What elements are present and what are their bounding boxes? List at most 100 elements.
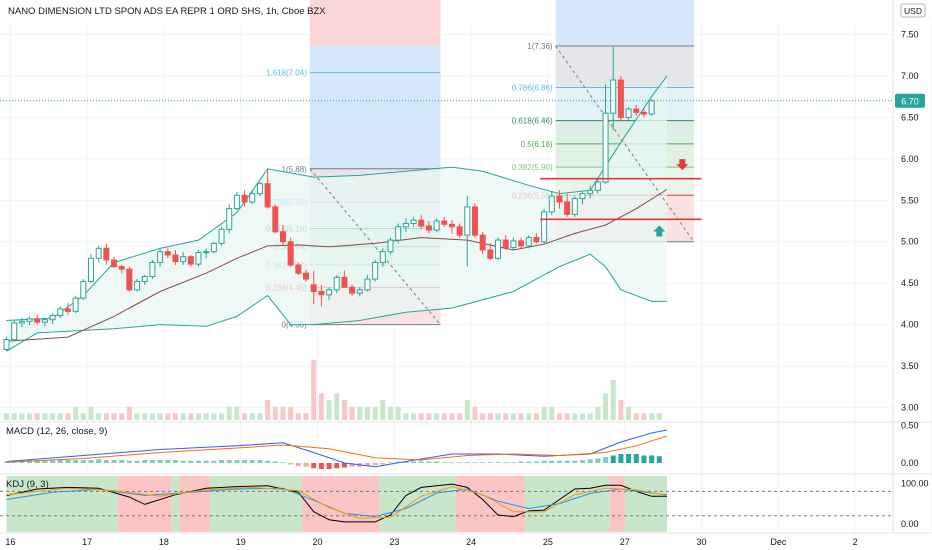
macd-histogram-bar bbox=[111, 460, 117, 463]
macd-histogram-bar bbox=[480, 462, 486, 464]
candle-body bbox=[471, 206, 478, 236]
volume-bar bbox=[65, 413, 71, 420]
volume-bar bbox=[134, 413, 140, 420]
candle-body bbox=[633, 108, 640, 113]
macd-histogram-bar bbox=[119, 460, 125, 463]
price-tick-label: 7.00 bbox=[901, 71, 919, 81]
volume-bar bbox=[518, 413, 524, 420]
volume-bar bbox=[326, 400, 332, 420]
candle-body bbox=[226, 208, 233, 230]
volume-bar bbox=[34, 413, 40, 420]
last-price-tag-label: 6.70 bbox=[901, 96, 919, 106]
time-tick-label: 23 bbox=[389, 537, 399, 547]
candle-body bbox=[579, 193, 586, 200]
macd-histogram-bar bbox=[626, 454, 632, 463]
volume-bar bbox=[526, 413, 532, 420]
macd-histogram-bar bbox=[595, 458, 601, 463]
time-tick-label: 16 bbox=[5, 537, 15, 547]
macd-signal-line bbox=[6, 435, 668, 463]
volume-bar bbox=[288, 406, 294, 420]
candle-body bbox=[26, 318, 33, 322]
macd-histogram-bar bbox=[418, 461, 424, 463]
macd-histogram-bar bbox=[134, 460, 140, 463]
macd-histogram-bar bbox=[541, 460, 547, 463]
volume-bar bbox=[341, 400, 347, 420]
kdj-region bbox=[624, 476, 667, 532]
volume-bar bbox=[27, 413, 33, 420]
candle-body bbox=[87, 257, 94, 283]
volume-bar bbox=[88, 406, 94, 420]
candle-body bbox=[564, 201, 571, 215]
fib-level-label: 0.618(6.46) bbox=[512, 117, 553, 126]
candle-body bbox=[11, 322, 18, 341]
macd-histogram-bar bbox=[503, 462, 509, 464]
candle-body bbox=[441, 220, 448, 225]
macd-tick-label: 0.00 bbox=[901, 458, 919, 468]
volume-bar bbox=[380, 400, 386, 420]
kdj-region bbox=[524, 476, 610, 532]
macd-histogram-bar bbox=[372, 463, 378, 466]
volume-bar bbox=[80, 413, 86, 420]
volume-bar bbox=[464, 400, 470, 420]
macd-histogram-bar bbox=[295, 463, 301, 466]
volume-bar bbox=[395, 406, 401, 420]
candle-body bbox=[95, 247, 102, 259]
macd-histogram-bar bbox=[572, 460, 578, 463]
candle-body bbox=[648, 100, 655, 115]
candle-body bbox=[610, 79, 617, 114]
dashed-trend-line bbox=[555, 45, 695, 243]
volume-bar bbox=[503, 413, 509, 420]
candle-body bbox=[149, 261, 156, 278]
candle-body bbox=[479, 234, 486, 251]
macd-histogram-bar bbox=[641, 455, 647, 463]
volume-bar bbox=[495, 413, 501, 420]
volume-bar bbox=[234, 406, 240, 420]
volume-bar bbox=[372, 406, 378, 420]
volume-bar bbox=[180, 413, 186, 420]
candle-body bbox=[264, 183, 271, 208]
candle-body bbox=[571, 198, 578, 215]
candle-body bbox=[187, 256, 194, 265]
volume-bar bbox=[441, 413, 447, 420]
candle-body bbox=[272, 206, 279, 233]
volume-bar bbox=[595, 406, 601, 420]
candle-body bbox=[333, 276, 340, 291]
macd-histogram-bar bbox=[80, 460, 86, 463]
volume-bar bbox=[188, 413, 194, 420]
fib-level-label: 0.786(6.86) bbox=[512, 84, 553, 93]
macd-histogram-bar bbox=[457, 462, 463, 464]
macd-histogram-bar bbox=[349, 463, 355, 467]
volume-bar bbox=[226, 406, 232, 420]
macd-histogram-bar bbox=[610, 455, 616, 463]
candle-body bbox=[341, 276, 348, 288]
volume-bar bbox=[96, 413, 102, 420]
candle-body bbox=[134, 281, 141, 291]
macd-histogram-bar bbox=[580, 460, 585, 463]
macd-histogram-bar bbox=[364, 463, 370, 466]
macd-histogram-bar bbox=[103, 460, 109, 463]
volume-bar bbox=[73, 406, 79, 420]
macd-histogram-bar bbox=[265, 460, 271, 463]
candle-body bbox=[18, 320, 25, 324]
fib-level-label: 0(4.00) bbox=[282, 321, 308, 330]
price-tick-label: 5.50 bbox=[901, 195, 919, 205]
candle-body bbox=[456, 226, 463, 236]
candle-body bbox=[295, 264, 302, 274]
candle-body bbox=[103, 247, 110, 261]
macd-histogram-bar bbox=[441, 462, 447, 464]
candle-body bbox=[425, 225, 432, 231]
volume-bar bbox=[626, 406, 632, 420]
range-blue-block bbox=[555, 0, 694, 47]
macd-histogram-bar bbox=[618, 454, 624, 463]
macd-histogram-bar bbox=[272, 461, 278, 463]
volume-bar bbox=[280, 406, 286, 420]
price-tick-label: 7.50 bbox=[901, 29, 919, 39]
volume-bar bbox=[641, 413, 647, 420]
candle-body bbox=[510, 240, 517, 249]
currency-badge[interactable]: USD bbox=[900, 3, 926, 18]
macd-histogram-bar bbox=[188, 460, 194, 463]
macd-histogram-bar bbox=[326, 463, 332, 469]
last-price-tag bbox=[895, 93, 925, 108]
candle-body bbox=[157, 251, 164, 263]
